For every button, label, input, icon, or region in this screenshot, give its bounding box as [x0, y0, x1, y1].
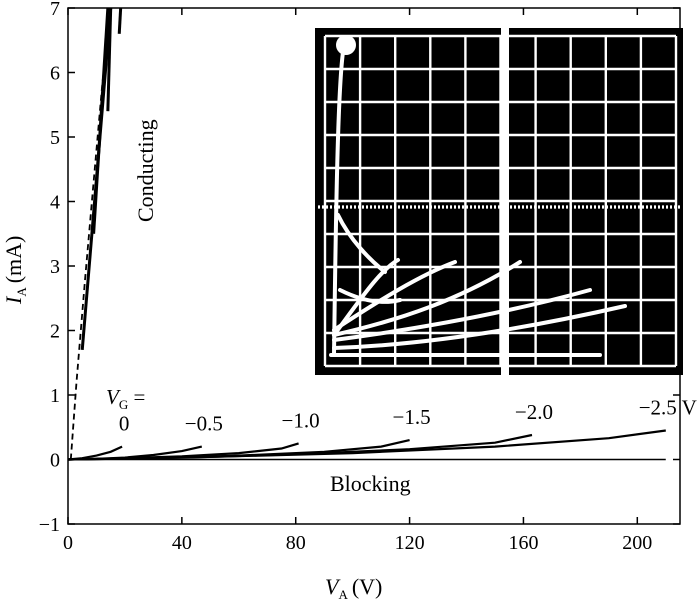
- inset-trace: [332, 288, 592, 342]
- y-axis-title: IA(mA): [1, 236, 29, 305]
- curve-label: −2.0: [515, 400, 553, 424]
- x-tick-label: 120: [395, 532, 425, 554]
- curve-label: −2.5 V: [639, 395, 697, 419]
- y-tick-label: 2: [50, 321, 60, 343]
- x-axis: 0 40 80 120 160 200: [63, 8, 652, 554]
- x-tick-label: 0: [63, 532, 73, 554]
- y-tick-label: 7: [50, 0, 60, 20]
- curve-label: −1.5: [393, 405, 431, 429]
- inset-trace: [336, 213, 387, 274]
- blocking-label: Blocking: [330, 471, 411, 496]
- x-tick-label: 40: [172, 532, 192, 554]
- curve-label: −0.5: [185, 412, 223, 436]
- x-tick-label: 80: [286, 532, 306, 554]
- conducting-line: [106, 7, 113, 112]
- curve-label: 0: [119, 412, 130, 436]
- y-tick-label: 3: [50, 256, 60, 278]
- inset-trace: [332, 50, 345, 357]
- inset-traces: [329, 35, 627, 357]
- y-tick-label: −1: [39, 514, 60, 536]
- blocking-curve: [67, 429, 666, 461]
- inset-trace-spot: [336, 35, 356, 55]
- x-tick-label: 200: [622, 532, 652, 554]
- x-axis-title: VA (V): [325, 574, 382, 602]
- inset-trace: [332, 260, 457, 332]
- oscilloscope-inset: [315, 28, 683, 375]
- inset-gap: [501, 28, 509, 375]
- curves: [67, 7, 666, 461]
- gate-label: VG =: [106, 385, 145, 412]
- conducting-line: [92, 7, 110, 234]
- inset-trace: [332, 260, 522, 337]
- curve-label: −1.0: [282, 408, 320, 432]
- conducting-label: Conducting: [133, 119, 158, 222]
- y-tick-label: 6: [50, 63, 60, 85]
- inset-trace: [338, 288, 402, 304]
- y-tick-label: 4: [50, 192, 60, 214]
- conducting-line: [117, 7, 123, 34]
- curve-labels: 0 −0.5 −1.0 −1.5 −2.0 −2.5 V: [119, 395, 697, 435]
- y-tick-label: 5: [50, 127, 60, 149]
- y-tick-label: 0: [50, 450, 60, 472]
- conducting-dashed-line: [69, 7, 112, 460]
- y-tick-label: 1: [50, 385, 60, 407]
- x-tick-label: 160: [508, 532, 538, 554]
- inset-trace: [332, 304, 627, 350]
